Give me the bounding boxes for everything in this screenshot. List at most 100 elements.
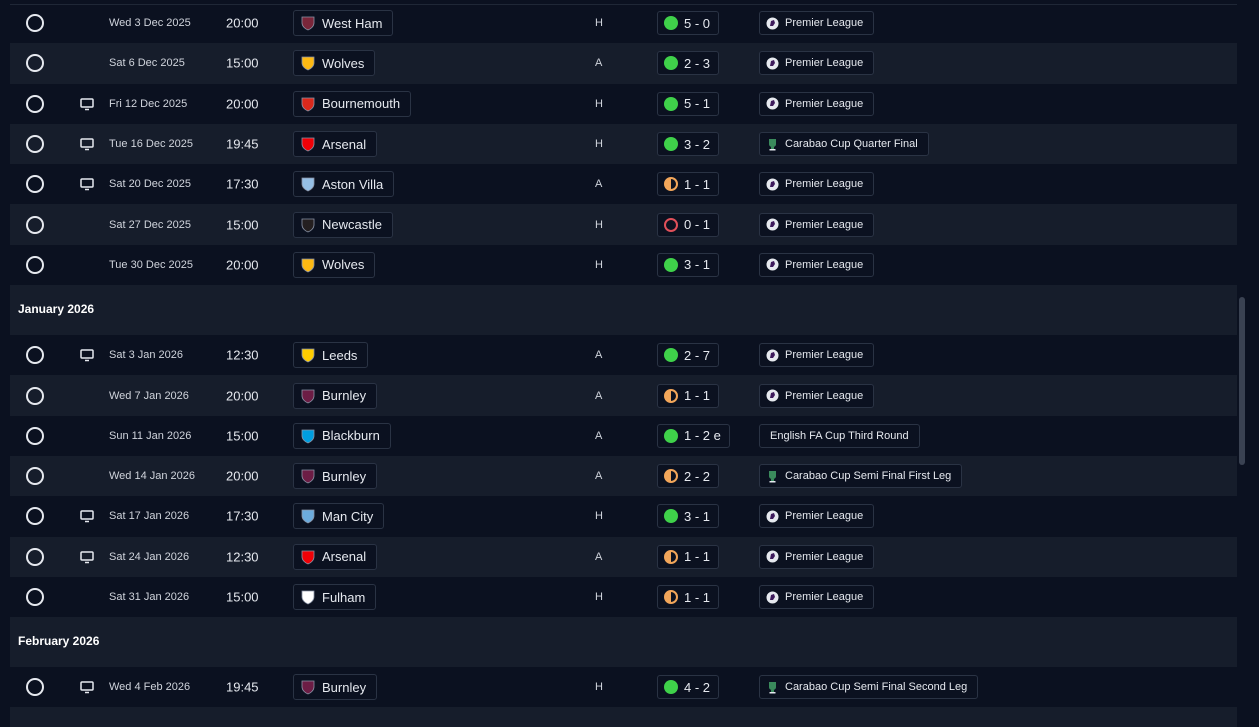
opponent-button[interactable]: Burnley (293, 463, 378, 490)
result-button[interactable]: 2 - 7 (657, 343, 720, 368)
result-button[interactable]: 1 - 2 e (657, 423, 730, 448)
select-radio[interactable] (26, 255, 44, 274)
opponent-button[interactable]: Wolves (293, 50, 376, 77)
carabao-cup-icon (766, 138, 779, 151)
match-date: Sat 3 Jan 2026 (109, 349, 184, 362)
competition-button[interactable]: Premier League (759, 212, 875, 237)
opponent-button[interactable]: Leeds (293, 342, 369, 369)
opponent-button[interactable]: Arsenal (293, 543, 378, 570)
venue-indicator: H (595, 591, 603, 603)
fixture-row[interactable]: Wed 4 Feb 2026 19:45 Burnley H 4 - 2 Carabao … (10, 667, 1237, 707)
fixture-row[interactable]: Sat 31 Jan 2026 15:00 Fulham H 1 - 1 Premier … (10, 577, 1237, 617)
opponent-button[interactable]: Man City (293, 503, 385, 530)
opponent-button[interactable]: Newcastle (293, 211, 393, 238)
result-button[interactable]: 1 - 1 (657, 544, 720, 569)
fixture-row[interactable]: Tue 16 Dec 2025 19:45 Arsenal H 3 - 2 Carabao… (10, 123, 1237, 165)
club-crest-icon (300, 428, 316, 444)
result-button[interactable]: 4 - 2 (657, 675, 720, 700)
fixture-row[interactable]: Sun 11 Jan 2026 15:00 Blackburn A 1 - 2 e Eng… (10, 416, 1237, 456)
opponent-button[interactable]: Blackburn (293, 422, 391, 449)
result-button[interactable]: 2 - 2 (657, 464, 720, 489)
competition-button[interactable]: Premier League (759, 383, 875, 408)
match-date: Wed 3 Dec 2025 (109, 17, 191, 30)
venue-indicator: A (595, 550, 603, 563)
select-radio[interactable] (26, 94, 44, 113)
fixture-row[interactable]: Sat 6 Dec 2025 15:00 Wolves A 2 - 3 Premier L… (10, 43, 1237, 84)
result-button[interactable]: 0 - 1 (657, 212, 720, 237)
result-button[interactable]: 1 - 1 (657, 585, 720, 609)
score: 5 - 0 (684, 15, 711, 31)
scrollbar-thumb[interactable] (1239, 297, 1245, 465)
competition-button[interactable]: Carabao Cup Semi Final Second Leg (759, 675, 979, 700)
competition-button[interactable]: Carabao Cup Quarter Final (759, 132, 929, 157)
scrollbar-track[interactable] (1239, 0, 1245, 726)
opponent-button[interactable]: Burnley (293, 382, 378, 409)
competition-button[interactable]: Premier League (759, 91, 875, 116)
competition-name: Premier League (785, 389, 864, 402)
competition-name: Premier League (785, 97, 864, 110)
competition-button[interactable]: Premier League (759, 11, 875, 36)
competition-button[interactable]: Premier League (759, 544, 875, 569)
select-radio[interactable] (26, 14, 44, 33)
fixture-row[interactable]: Sat 27 Dec 2025 15:00 Newcastle H 0 - 1 Premi… (10, 204, 1237, 245)
opponent-button[interactable]: Fulham (293, 584, 377, 610)
result-button[interactable]: 1 - 1 (657, 383, 720, 408)
select-radio[interactable] (26, 678, 44, 697)
result-button[interactable]: 5 - 1 (657, 91, 720, 116)
kickoff-time: 12:30 (226, 549, 259, 565)
result-button[interactable]: 5 - 0 (657, 11, 720, 36)
result-button[interactable]: 2 - 3 (657, 51, 720, 76)
select-radio[interactable] (26, 426, 44, 445)
fixture-row[interactable]: Wed 3 Dec 2025 20:00 West Ham H 5 - 0 Premier… (10, 3, 1237, 43)
competition-button[interactable]: Premier League (759, 504, 875, 529)
club-crest-icon (300, 388, 316, 404)
opponent-button[interactable]: Bournemouth (293, 90, 412, 117)
result-button[interactable]: 3 - 1 (657, 252, 720, 277)
competition-button[interactable]: Premier League (759, 343, 875, 368)
score: 1 - 1 (684, 549, 711, 565)
select-radio[interactable] (26, 386, 44, 405)
competition-button[interactable]: Premier League (759, 172, 875, 197)
kickoff-time: 19:45 (226, 136, 259, 152)
competition-button[interactable]: English FA Cup Third Round (759, 423, 920, 448)
fixture-row[interactable]: Sat 3 Jan 2026 12:30 Leeds A 2 - 7 Premier Le… (10, 335, 1237, 375)
select-radio[interactable] (26, 467, 44, 486)
competition-button[interactable]: Carabao Cup Semi Final First Leg (759, 464, 963, 489)
select-radio[interactable] (26, 215, 44, 234)
draw-indicator-icon (664, 549, 678, 564)
competition-button[interactable]: Premier League (759, 51, 875, 76)
opponent-button[interactable]: Aston Villa (293, 171, 395, 198)
competition-name: Carabao Cup Semi Final Second Leg (785, 681, 968, 694)
select-radio[interactable] (26, 135, 44, 154)
opponent-button[interactable]: West Ham (293, 10, 394, 37)
fixture-row[interactable]: Wed 7 Jan 2026 20:00 Burnley A 1 - 1 Premier … (10, 375, 1237, 416)
fixture-row[interactable]: Tue 30 Dec 2025 20:00 Wolves H 3 - 1 Premier … (10, 245, 1237, 285)
competition-button[interactable]: Premier League (759, 585, 875, 609)
fixture-row[interactable]: Sat 17 Jan 2026 17:30 Man City H 3 - 1 Premie… (10, 496, 1237, 536)
select-radio[interactable] (26, 507, 44, 526)
select-radio[interactable] (26, 346, 44, 365)
fixture-row[interactable]: Fri 12 Dec 2025 20:00 Bournemouth H 5 - 1 Pre… (10, 84, 1237, 124)
result-button[interactable]: 1 - 1 (657, 172, 720, 197)
result-button[interactable]: 3 - 2 (657, 132, 720, 157)
month-header-february: February 2026 (10, 617, 1237, 668)
fixture-row[interactable]: Wed 14 Jan 2026 20:00 Burnley A 2 - 2 Carabao… (10, 455, 1237, 497)
competition-button[interactable]: Premier League (759, 252, 875, 277)
match-date: Sat 31 Jan 2026 (109, 591, 190, 603)
opponent-button[interactable]: Burnley (293, 674, 378, 701)
opponent-button[interactable]: Wolves (293, 251, 376, 278)
fixture-row[interactable]: Sat 24 Jan 2026 12:30 Arsenal A 1 - 1 Premier… (10, 536, 1237, 577)
fixture-row[interactable]: Sat 20 Dec 2025 17:30 Aston Villa A 1 - 1 Pre… (10, 164, 1237, 204)
opponent-name: Blackburn (322, 428, 380, 444)
venue-indicator: H (595, 258, 603, 271)
result-button[interactable]: 3 - 1 (657, 504, 720, 529)
opponent-name: Burnley (322, 679, 367, 695)
club-crest-icon (300, 136, 316, 152)
opponent-button[interactable]: Arsenal (293, 131, 378, 158)
select-radio[interactable] (26, 547, 44, 566)
score: 1 - 2 e (684, 428, 721, 444)
select-radio[interactable] (26, 54, 44, 73)
opponent-name: Wolves (322, 55, 365, 71)
select-radio[interactable] (26, 588, 44, 606)
select-radio[interactable] (26, 175, 44, 194)
